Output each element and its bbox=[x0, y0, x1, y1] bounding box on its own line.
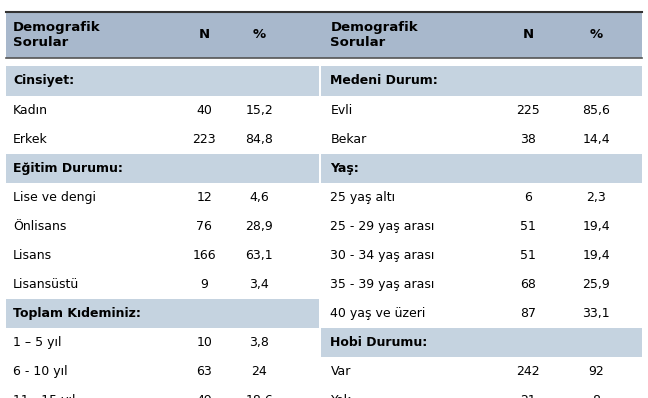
Text: 6: 6 bbox=[524, 191, 532, 204]
Text: Yok: Yok bbox=[330, 394, 351, 398]
Text: 51: 51 bbox=[520, 249, 536, 262]
Text: 63: 63 bbox=[196, 365, 212, 378]
Bar bbox=[6, 12, 642, 58]
Text: 18,6: 18,6 bbox=[246, 394, 273, 398]
Text: Lisans: Lisans bbox=[13, 249, 52, 262]
Text: N: N bbox=[522, 28, 534, 41]
Text: Medeni Durum:: Medeni Durum: bbox=[330, 74, 438, 88]
Text: 15,2: 15,2 bbox=[246, 103, 273, 117]
Text: 38: 38 bbox=[520, 133, 536, 146]
Text: 14,4: 14,4 bbox=[583, 133, 610, 146]
Text: 68: 68 bbox=[520, 278, 536, 291]
Text: 25,9: 25,9 bbox=[583, 278, 610, 291]
Text: 63,1: 63,1 bbox=[246, 249, 273, 262]
Text: Bekar: Bekar bbox=[330, 133, 367, 146]
Text: 92: 92 bbox=[588, 365, 604, 378]
Text: 3,8: 3,8 bbox=[249, 336, 269, 349]
Text: 84,8: 84,8 bbox=[245, 133, 273, 146]
Text: 30 - 34 yaş arası: 30 - 34 yaş arası bbox=[330, 249, 435, 262]
Bar bbox=[6, 154, 319, 183]
Text: 87: 87 bbox=[520, 307, 536, 320]
Text: 40 yaş ve üzeri: 40 yaş ve üzeri bbox=[330, 307, 426, 320]
Text: Yaş:: Yaş: bbox=[330, 162, 359, 175]
Text: %: % bbox=[253, 28, 266, 41]
Text: 21: 21 bbox=[520, 394, 536, 398]
Text: 6 - 10 yıl: 6 - 10 yıl bbox=[13, 365, 67, 378]
Text: 85,6: 85,6 bbox=[582, 103, 610, 117]
Text: Lise ve dengi: Lise ve dengi bbox=[13, 191, 96, 204]
Text: Var: Var bbox=[330, 365, 351, 378]
Text: 2,3: 2,3 bbox=[586, 191, 606, 204]
Text: Lisansüstü: Lisansüstü bbox=[13, 278, 79, 291]
Text: 40: 40 bbox=[196, 103, 212, 117]
Text: 19,4: 19,4 bbox=[583, 220, 610, 233]
Text: Hobi Durumu:: Hobi Durumu: bbox=[330, 336, 428, 349]
Text: Evli: Evli bbox=[330, 103, 353, 117]
Text: 49: 49 bbox=[196, 394, 212, 398]
Text: 33,1: 33,1 bbox=[583, 307, 610, 320]
Text: 223: 223 bbox=[192, 133, 216, 146]
Text: N: N bbox=[198, 28, 210, 41]
Text: 8: 8 bbox=[592, 394, 600, 398]
Text: 10: 10 bbox=[196, 336, 212, 349]
Text: 166: 166 bbox=[192, 249, 216, 262]
Text: Toplam Kıdeminiz:: Toplam Kıdeminiz: bbox=[13, 307, 141, 320]
Text: 12: 12 bbox=[196, 191, 212, 204]
Text: 225: 225 bbox=[516, 103, 540, 117]
Bar bbox=[6, 66, 319, 96]
Text: Kadın: Kadın bbox=[13, 103, 48, 117]
Text: Eğitim Durumu:: Eğitim Durumu: bbox=[13, 162, 123, 175]
Text: 76: 76 bbox=[196, 220, 212, 233]
Text: 51: 51 bbox=[520, 220, 536, 233]
Bar bbox=[321, 328, 642, 357]
Text: 19,4: 19,4 bbox=[583, 249, 610, 262]
Bar bbox=[321, 154, 642, 183]
Text: 25 yaş altı: 25 yaş altı bbox=[330, 191, 396, 204]
Text: 1 – 5 yıl: 1 – 5 yıl bbox=[13, 336, 62, 349]
Text: 242: 242 bbox=[516, 365, 540, 378]
Text: %: % bbox=[590, 28, 603, 41]
Text: 25 - 29 yaş arası: 25 - 29 yaş arası bbox=[330, 220, 435, 233]
Text: Erkek: Erkek bbox=[13, 133, 48, 146]
Text: Cinsiyet:: Cinsiyet: bbox=[13, 74, 74, 88]
Text: 24: 24 bbox=[251, 365, 267, 378]
Text: Önlisans: Önlisans bbox=[13, 220, 66, 233]
Bar bbox=[6, 299, 319, 328]
Text: Demografik
Sorular: Demografik Sorular bbox=[13, 21, 100, 49]
Text: Demografik
Sorular: Demografik Sorular bbox=[330, 21, 418, 49]
Text: 28,9: 28,9 bbox=[246, 220, 273, 233]
Text: 4,6: 4,6 bbox=[249, 191, 269, 204]
Text: 11 - 15 yıl: 11 - 15 yıl bbox=[13, 394, 75, 398]
Text: 3,4: 3,4 bbox=[249, 278, 269, 291]
Text: 35 - 39 yaş arası: 35 - 39 yaş arası bbox=[330, 278, 435, 291]
Text: 9: 9 bbox=[200, 278, 208, 291]
Bar bbox=[321, 66, 642, 96]
